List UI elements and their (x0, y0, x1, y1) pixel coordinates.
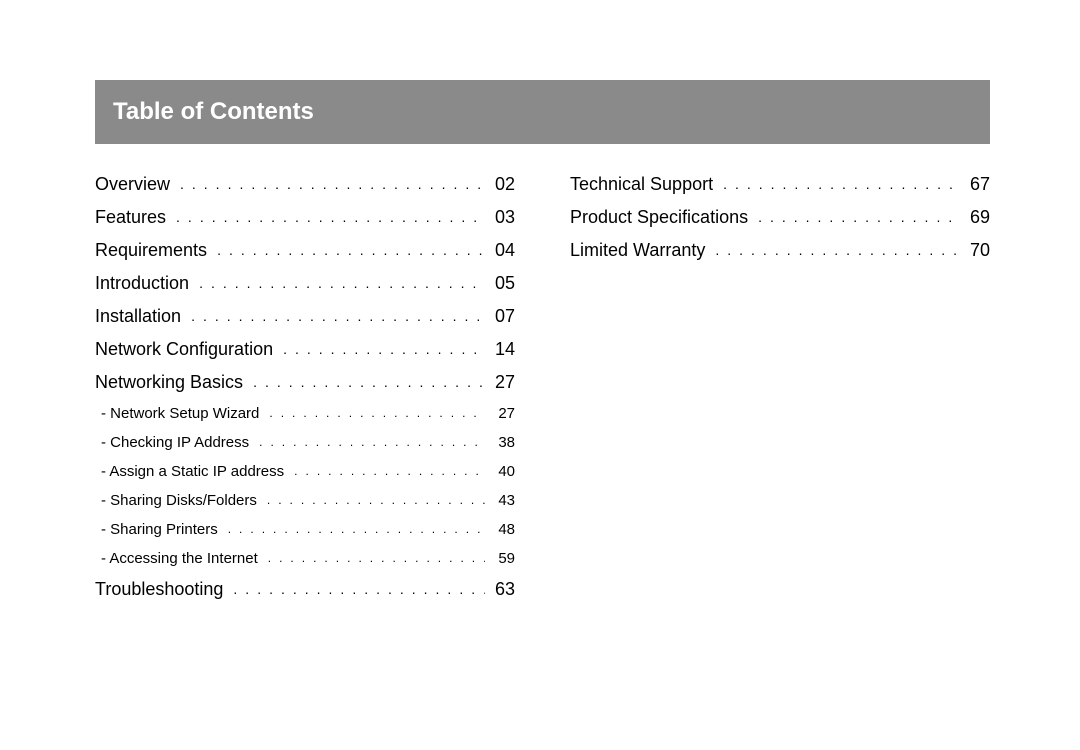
toc-page-number: 70 (960, 240, 990, 261)
toc-row: Network Configuration...................… (95, 339, 515, 360)
toc-label: - Network Setup Wizard (101, 405, 259, 422)
toc-page-number: 69 (960, 207, 990, 228)
toc-dot-leader: ........................................… (273, 341, 485, 357)
toc-row: - Sharing Printers......................… (95, 521, 515, 538)
toc-dot-leader: ........................................… (748, 209, 960, 225)
toc-page-number: 59 (485, 550, 515, 567)
toc-page-number: 05 (485, 273, 515, 294)
toc-dot-leader: ........................................… (284, 464, 485, 478)
page-title: Table of Contents (95, 80, 990, 144)
toc-label: Introduction (95, 273, 189, 294)
toc-page-number: 14 (485, 339, 515, 360)
toc-page-number: 40 (485, 463, 515, 480)
toc-label: Troubleshooting (95, 579, 223, 600)
toc-row: - Sharing Disks/Folders.................… (95, 492, 515, 509)
toc-label: - Sharing Printers (101, 521, 218, 538)
toc-dot-leader: ........................................… (243, 374, 485, 390)
toc-row: Networking Basics.......................… (95, 372, 515, 393)
toc-page-number: 03 (485, 207, 515, 228)
toc-dot-leader: ........................................… (259, 406, 485, 420)
toc-row: Product Specifications..................… (570, 207, 990, 228)
toc-dot-leader: ........................................… (207, 242, 485, 258)
toc-page-number: 27 (485, 372, 515, 393)
toc-page-number: 04 (485, 240, 515, 261)
toc-dot-leader: ........................................… (249, 435, 485, 449)
toc-dot-leader: ........................................… (223, 581, 485, 597)
toc-row: - Accessing the Internet................… (95, 550, 515, 567)
toc-dot-leader: ........................................… (189, 275, 485, 291)
toc-label: Requirements (95, 240, 207, 261)
toc-dot-leader: ........................................… (181, 308, 485, 324)
page-container: Table of Contents Overview..............… (0, 0, 1080, 652)
toc-label: - Checking IP Address (101, 434, 249, 451)
toc-dot-leader: ........................................… (218, 522, 485, 536)
toc-label: - Accessing the Internet (101, 550, 258, 567)
toc-label: Network Configuration (95, 339, 273, 360)
toc-label: Features (95, 207, 166, 228)
toc-row: Limited Warranty........................… (570, 240, 990, 261)
toc-column-right: Technical Support.......................… (570, 174, 990, 612)
toc-row: Technical Support.......................… (570, 174, 990, 195)
toc-dot-leader: ........................................… (257, 493, 485, 507)
toc-label: Technical Support (570, 174, 713, 195)
toc-label: Overview (95, 174, 170, 195)
toc-label: Product Specifications (570, 207, 748, 228)
toc-label: - Assign a Static IP address (101, 463, 284, 480)
toc-dot-leader: ........................................… (166, 209, 485, 225)
toc-row: Troubleshooting.........................… (95, 579, 515, 600)
toc-row: - Assign a Static IP address............… (95, 463, 515, 480)
toc-label: - Sharing Disks/Folders (101, 492, 257, 509)
toc-page-number: 43 (485, 492, 515, 509)
toc-page-number: 27 (485, 405, 515, 422)
toc-page-number: 02 (485, 174, 515, 195)
toc-row: Features................................… (95, 207, 515, 228)
toc-row: Overview................................… (95, 174, 515, 195)
toc-columns: Overview................................… (95, 174, 990, 612)
toc-page-number: 63 (485, 579, 515, 600)
toc-dot-leader: ........................................… (705, 242, 960, 258)
toc-page-number: 67 (960, 174, 990, 195)
toc-page-number: 48 (485, 521, 515, 538)
toc-row: - Network Setup Wizard..................… (95, 405, 515, 422)
toc-label: Installation (95, 306, 181, 327)
toc-dot-leader: ........................................… (713, 176, 960, 192)
toc-page-number: 38 (485, 434, 515, 451)
toc-dot-leader: ........................................… (170, 176, 485, 192)
toc-row: Installation............................… (95, 306, 515, 327)
toc-dot-leader: ........................................… (258, 551, 485, 565)
toc-row: Requirements............................… (95, 240, 515, 261)
toc-column-left: Overview................................… (95, 174, 515, 612)
toc-page-number: 07 (485, 306, 515, 327)
toc-label: Networking Basics (95, 372, 243, 393)
toc-row: - Checking IP Address...................… (95, 434, 515, 451)
toc-label: Limited Warranty (570, 240, 705, 261)
toc-row: Introduction............................… (95, 273, 515, 294)
